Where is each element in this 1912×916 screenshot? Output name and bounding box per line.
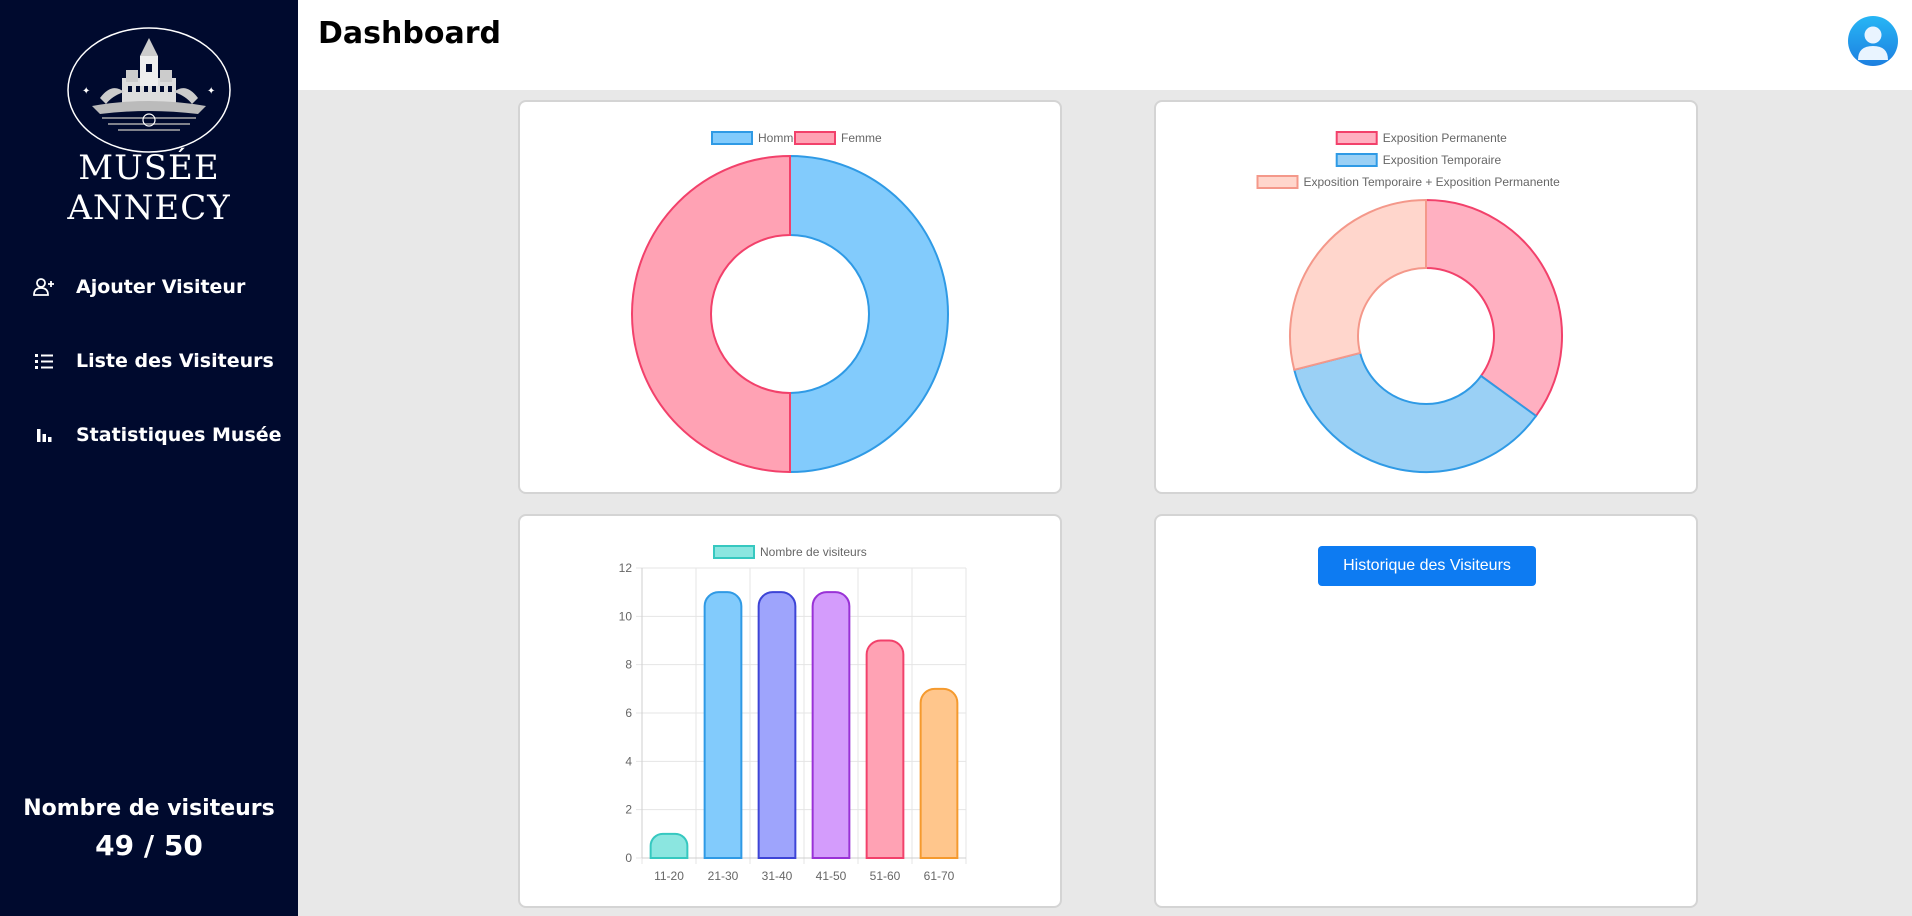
sidebar-item-label: Liste des Visiteurs: [76, 350, 274, 372]
x-tick-label: 31-40: [762, 869, 793, 883]
exposition-doughnut-chart: Exposition Permanente Exposition Temporai…: [1256, 131, 1563, 473]
slice-homme: [789, 154, 949, 474]
bar-61-70: [919, 687, 959, 859]
slice-exposition-temporaire: [1293, 351, 1538, 473]
legend-label-exposition-temporaire: Exposition Temporaire: [1383, 153, 1502, 167]
y-tick-label: 12: [619, 561, 633, 575]
bar-chart-icon: [32, 423, 56, 447]
y-tick-label: 2: [625, 803, 632, 817]
logo-text: MUSÉE ANNECY: [67, 148, 231, 228]
user-avatar[interactable]: [1848, 16, 1898, 66]
history-card: Historique des Visiteurs: [1154, 514, 1698, 908]
age-bar-chart: Nombre de visiteurs 0 2 4 6 8 10 12 11-20 21-30 31…: [619, 545, 967, 883]
sidebar-item-ajouter-visiteur[interactable]: Ajouter Visiteur: [0, 250, 298, 324]
x-tick-label: 41-50: [816, 869, 847, 883]
x-tick-label: 21-30: [708, 869, 739, 883]
y-tick-label: 4: [625, 754, 632, 768]
castle-logo-icon: ✦ ✦: [67, 27, 231, 153]
page-title: Dashboard: [318, 16, 501, 51]
list-icon: [32, 349, 56, 373]
legend-label-nombre-de-visiteurs: Nombre de visiteurs: [760, 545, 867, 559]
legend-label-exposition-permanente: Exposition Permanente: [1383, 131, 1507, 145]
svg-text:✦: ✦: [207, 86, 215, 97]
legend-swatch-homme: [711, 131, 753, 145]
bar-41-50: [811, 591, 851, 859]
legend-swatch-exposition-temporaire: [1335, 153, 1378, 167]
x-tick-label: 51-60: [870, 869, 901, 883]
y-tick-label: 0: [625, 851, 632, 865]
visitor-count: Nombre de visiteurs 49 / 50: [0, 796, 298, 862]
legend-label-exposition-temporaire-exposition-permanente: Exposition Temporaire + Exposition Perma…: [1304, 175, 1561, 189]
y-tick-label: 6: [625, 706, 632, 720]
sidebar-item-liste-visiteurs[interactable]: Liste des Visiteurs: [0, 324, 298, 398]
legend-swatch-nombre-de-visiteurs: [713, 545, 755, 559]
bar-11-20: [649, 832, 689, 859]
history-button[interactable]: Historique des Visiteurs: [1318, 546, 1536, 586]
slice-exposition-permanente: [1425, 198, 1563, 418]
x-tick-label: 61-70: [924, 869, 955, 883]
top-bar: Dashboard: [298, 0, 1912, 90]
svg-text:✦: ✦: [82, 86, 90, 97]
x-tick-label: 11-20: [654, 869, 684, 883]
legend-swatch-femme: [794, 131, 836, 145]
chart-card-exposition: Exposition Permanente Exposition Temporai…: [1154, 100, 1698, 494]
chart-card-age: Nombre de visiteurs 0 2 4 6 8 10 12 11-20 21-30 31…: [518, 514, 1062, 908]
museum-logo: ✦ ✦ MUSÉE ANNECY: [42, 26, 256, 228]
add-user-icon: [32, 275, 56, 299]
legend-label-homme: Homme: [758, 131, 800, 145]
bar-31-40: [757, 591, 797, 859]
chart-card-gender: Homme Femme: [518, 100, 1062, 494]
sidebar-item-label: Statistiques Musée: [76, 424, 282, 446]
sidebar-item-label: Ajouter Visiteur: [76, 276, 246, 298]
bar-51-60: [865, 639, 905, 859]
y-tick-label: 8: [625, 658, 632, 672]
legend-label-femme: Femme: [841, 131, 882, 145]
slice-femme: [631, 154, 791, 474]
y-tick-label: 10: [619, 609, 633, 623]
slice-exposition-temporaire-exposition-permanente: [1289, 198, 1427, 372]
visitor-count-label: Nombre de visiteurs: [23, 796, 275, 821]
sidebar-nav: Ajouter Visiteur Liste des Visiteurs: [0, 250, 298, 472]
sidebar: ✦ ✦ MUSÉE ANNECY: [0, 0, 298, 916]
bar-21-30: [703, 591, 743, 859]
sidebar-item-statistiques[interactable]: Statistiques Musée: [0, 398, 298, 472]
user-icon: [1858, 26, 1888, 60]
gender-doughnut-chart: Homme Femme: [631, 131, 949, 474]
legend-swatch-exposition-temporaire-exposition-permanente: [1256, 175, 1299, 189]
visitor-count-value: 49 / 50: [95, 829, 203, 862]
legend-swatch-exposition-permanente: [1335, 131, 1378, 145]
